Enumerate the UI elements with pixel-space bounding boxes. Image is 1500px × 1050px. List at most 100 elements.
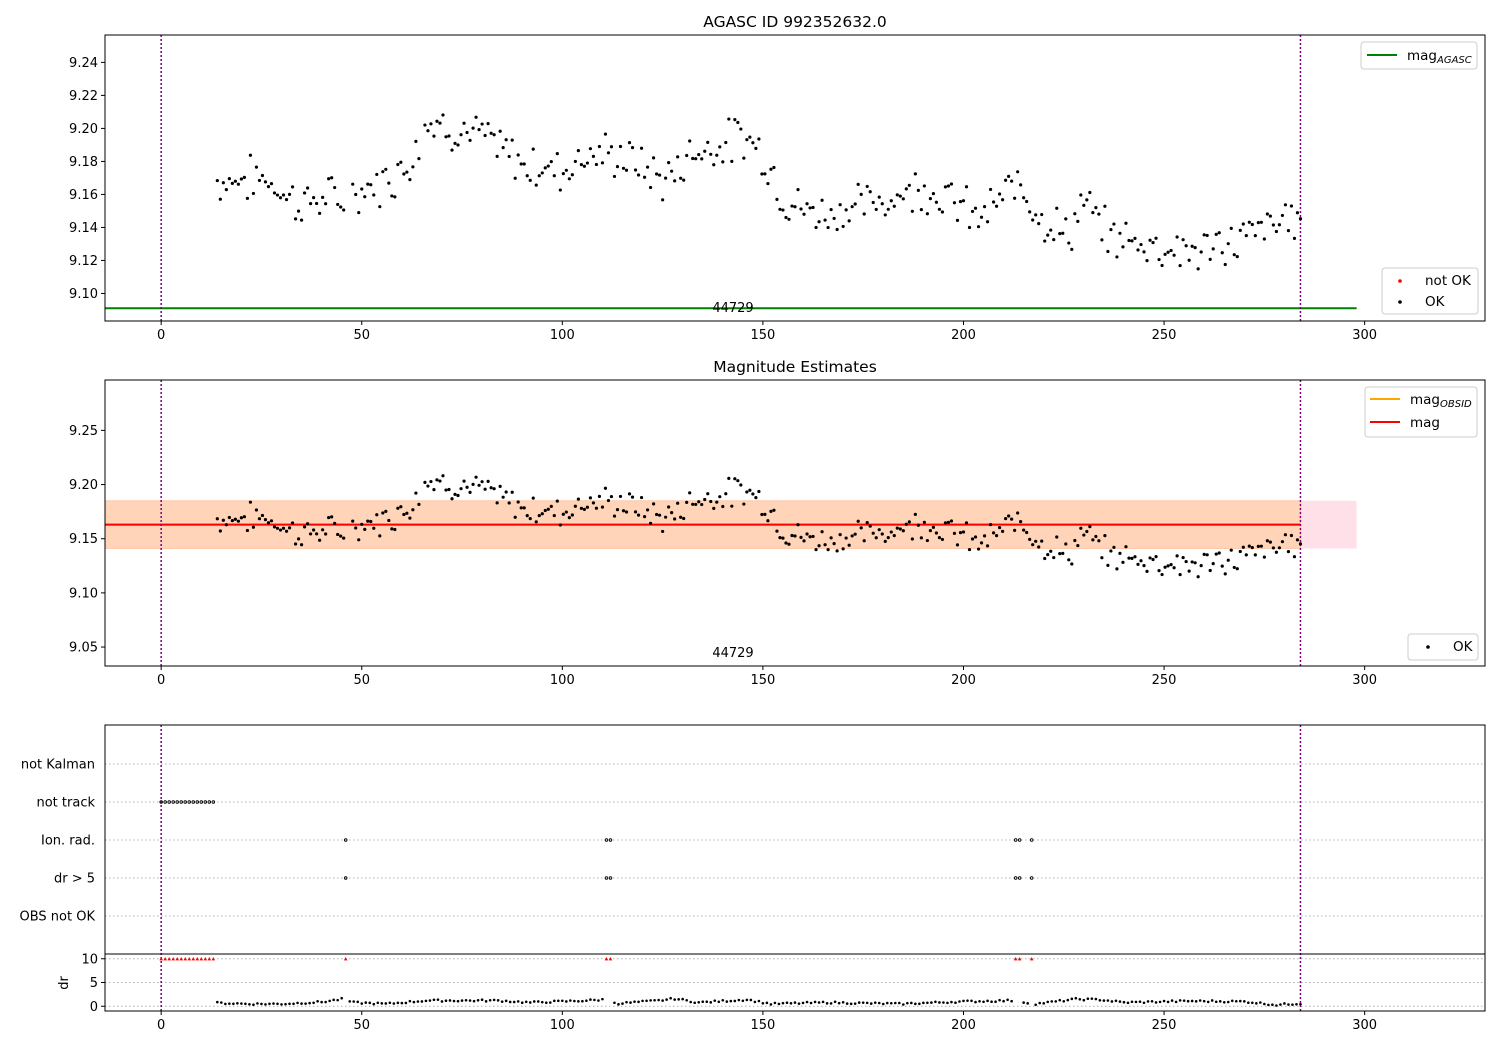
ok-point (1175, 554, 1179, 558)
ok-point (381, 511, 385, 515)
dr-point (978, 999, 981, 1003)
dr-point (520, 1001, 524, 1005)
dr-point (637, 1000, 640, 1004)
ok-point (715, 153, 719, 157)
ok-point (706, 140, 710, 144)
ok-point (1214, 232, 1218, 236)
ok-point (1040, 539, 1044, 543)
ok-point (781, 208, 785, 212)
ok-point (772, 508, 776, 512)
dr-point (324, 1000, 327, 1004)
flag-point (1013, 838, 1018, 842)
ok-point (444, 135, 448, 139)
x-tick-label: 100 (550, 1018, 575, 1033)
ok-point (1061, 551, 1065, 555)
dr-point (280, 1003, 283, 1006)
ok-point (399, 160, 403, 164)
ok-point (375, 172, 379, 177)
dr-point (512, 1000, 516, 1004)
ok-point (1154, 555, 1158, 559)
ok-point (1127, 238, 1131, 243)
flag-axis: not Kalman not track Ion. rad. dr > 5 OBS no… (20, 758, 96, 925)
ok-point (1241, 222, 1245, 226)
ok-point (633, 510, 638, 514)
ok-point (784, 215, 788, 220)
ok-point (612, 174, 617, 179)
ok-point (946, 184, 951, 188)
ok-point (778, 536, 782, 540)
dr-point (252, 1003, 255, 1007)
ok-point (916, 523, 920, 527)
ok-point (1274, 229, 1278, 234)
ok-point (1268, 540, 1272, 544)
ok-point (1220, 564, 1224, 568)
ok-point (384, 167, 388, 171)
flag-point (167, 800, 171, 804)
ok-point (934, 200, 939, 204)
ok-point (982, 534, 987, 538)
ok-point (817, 220, 821, 224)
ok-point (1076, 543, 1080, 548)
ok-point (1190, 560, 1194, 564)
dr-point (1299, 1002, 1302, 1006)
dr-clipped-marker (183, 956, 188, 961)
ok-point (778, 207, 782, 211)
ok-point (1283, 203, 1288, 207)
ok-point (450, 497, 454, 501)
dr-point (885, 1001, 889, 1005)
dr-point (737, 998, 741, 1002)
ok-point (799, 207, 803, 211)
ok-point (1187, 258, 1191, 262)
ok-point (904, 522, 908, 526)
ok-point (982, 204, 987, 209)
dr-point (669, 996, 672, 1000)
ok-point (369, 519, 373, 524)
ok-point (1199, 250, 1203, 254)
ok-point (784, 541, 788, 545)
ok-point (1259, 220, 1263, 224)
ok-point (453, 492, 457, 496)
x-tick-label: 50 (353, 328, 370, 343)
ok-point (483, 133, 487, 138)
ok-point (736, 120, 740, 125)
legend-not-ok-marker (1398, 279, 1402, 283)
ok-point (919, 536, 923, 540)
ok-point (290, 521, 295, 525)
dr-point (328, 999, 331, 1003)
dr-tick-label: 5 (90, 976, 98, 991)
ok-point (239, 177, 243, 181)
ok-point (928, 529, 932, 533)
legend-mag-label: mag (1410, 415, 1440, 431)
ok-point (1016, 170, 1020, 174)
ok-point (805, 202, 809, 206)
dr-point (553, 999, 556, 1003)
ok-point (988, 187, 993, 192)
ok-point (324, 202, 328, 206)
dr-point (946, 1001, 949, 1005)
dr-point (657, 998, 660, 1002)
ok-point (588, 496, 593, 500)
ok-point (318, 538, 322, 542)
x-tick-label: 200 (951, 673, 976, 688)
dr-point (504, 999, 508, 1003)
y-tick-label: 9.14 (69, 221, 98, 236)
dr-point (1218, 1000, 1222, 1003)
ok-point (1259, 544, 1263, 548)
ok-point (961, 530, 966, 534)
flag-point (171, 800, 175, 804)
ok-point (715, 500, 719, 504)
dr-point (516, 1000, 520, 1003)
ok-point (405, 511, 409, 515)
ok-point (676, 155, 680, 159)
ok-point (793, 205, 797, 209)
dr-point (898, 1001, 901, 1005)
ok-point (260, 173, 265, 178)
ok-point (308, 202, 313, 206)
ok-point (330, 176, 334, 180)
flag-label: not track (36, 796, 95, 811)
dr-clipped-marker (167, 956, 171, 961)
ok-point (859, 526, 863, 530)
dr-point (1002, 999, 1005, 1003)
flag-point (203, 800, 208, 804)
ok-point (916, 188, 920, 193)
